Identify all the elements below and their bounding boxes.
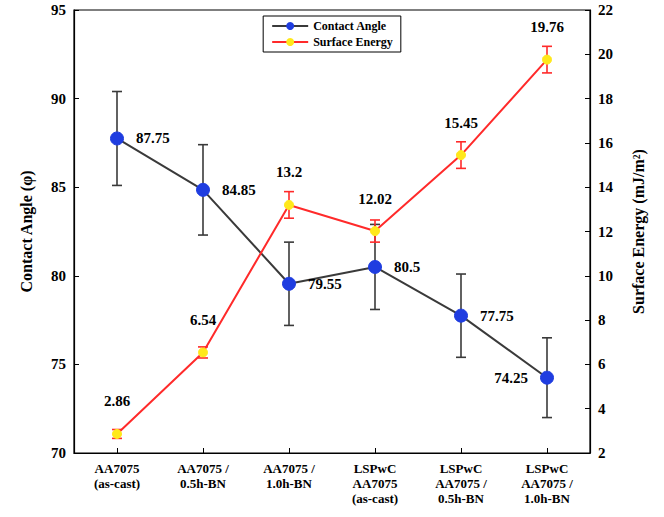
svg-text:0.5h-BN: 0.5h-BN <box>438 491 484 506</box>
svg-text:87.75: 87.75 <box>136 130 170 146</box>
svg-text:2: 2 <box>598 445 606 461</box>
svg-text:19.76: 19.76 <box>530 19 564 35</box>
svg-text:90: 90 <box>51 91 66 107</box>
svg-text:LSPwC: LSPwC <box>354 461 397 476</box>
svg-text:84.85: 84.85 <box>222 182 256 198</box>
svg-text:8: 8 <box>598 312 606 328</box>
svg-text:(as-cast): (as-cast) <box>94 476 140 491</box>
svg-text:2.86: 2.86 <box>104 393 131 409</box>
svg-text:AA7075: AA7075 <box>95 461 140 476</box>
svg-text:AA7075 /: AA7075 / <box>263 461 315 476</box>
svg-text:85: 85 <box>51 179 66 195</box>
svg-text:AA7075 /: AA7075 / <box>521 476 573 491</box>
svg-text:95: 95 <box>51 2 66 18</box>
svg-text:70: 70 <box>51 445 66 461</box>
svg-text:12: 12 <box>598 224 613 240</box>
svg-text:77.75: 77.75 <box>480 308 514 324</box>
svg-text:80: 80 <box>51 268 66 284</box>
svg-text:80.5: 80.5 <box>394 259 420 275</box>
svg-text:13.2: 13.2 <box>276 164 302 180</box>
svg-text:Contact Angle (φ): Contact Angle (φ) <box>18 171 36 293</box>
svg-text:Surface Energy (mJ/m²): Surface Energy (mJ/m²) <box>630 149 648 314</box>
svg-text:6: 6 <box>598 356 606 372</box>
svg-text:AA7075 /: AA7075 / <box>435 476 487 491</box>
svg-text:(as-cast): (as-cast) <box>352 491 398 506</box>
svg-text:LSPwC: LSPwC <box>526 461 569 476</box>
svg-text:10: 10 <box>598 268 613 284</box>
svg-text:75: 75 <box>51 356 66 372</box>
svg-text:0.5h-BN: 0.5h-BN <box>180 476 226 491</box>
svg-text:LSPwC: LSPwC <box>440 461 483 476</box>
svg-text:AA7075 /: AA7075 / <box>177 461 229 476</box>
svg-text:79.55: 79.55 <box>308 276 342 292</box>
svg-text:14: 14 <box>598 179 614 195</box>
svg-text:4: 4 <box>598 401 606 417</box>
svg-text:1.0h-BN: 1.0h-BN <box>524 491 570 506</box>
svg-text:18: 18 <box>598 91 613 107</box>
svg-text:16: 16 <box>598 135 614 151</box>
svg-text:AA7075: AA7075 <box>353 476 398 491</box>
svg-text:15.45: 15.45 <box>444 115 478 131</box>
svg-text:Contact Angle: Contact Angle <box>313 19 387 33</box>
svg-text:22: 22 <box>598 2 613 18</box>
svg-text:74.25: 74.25 <box>494 370 528 386</box>
svg-text:1.0h-BN: 1.0h-BN <box>266 476 312 491</box>
svg-text:Surface Energy: Surface Energy <box>313 35 393 49</box>
svg-text:20: 20 <box>598 46 613 62</box>
svg-text:6.54: 6.54 <box>190 312 217 328</box>
svg-text:12.02: 12.02 <box>358 191 392 207</box>
